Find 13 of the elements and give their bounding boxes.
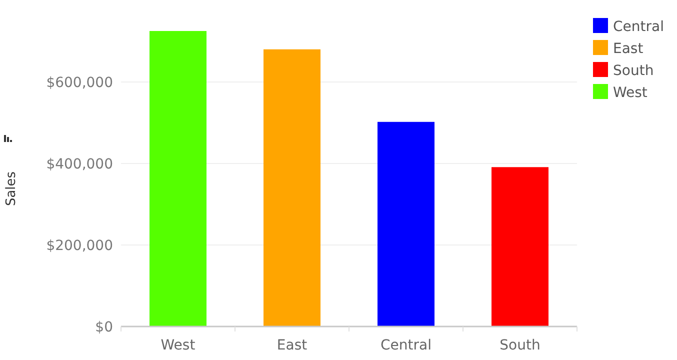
x-tick-label: Central xyxy=(380,338,432,354)
legend-label: South xyxy=(613,63,654,79)
legend-label: East xyxy=(613,41,644,57)
y-tick-label: $600,000 xyxy=(46,74,113,91)
y-tick-label: $400,000 xyxy=(46,156,113,172)
legend-label: Central xyxy=(613,19,664,35)
x-tick-label: West xyxy=(160,338,196,354)
x-tick-label: South xyxy=(500,338,540,354)
y-axis-title: Sales xyxy=(4,171,19,206)
legend-label: West xyxy=(613,85,648,101)
y-tick-label: $0 xyxy=(95,320,113,336)
x-tick-label: East xyxy=(276,338,308,354)
y-tick-label: $200,000 xyxy=(46,238,113,254)
